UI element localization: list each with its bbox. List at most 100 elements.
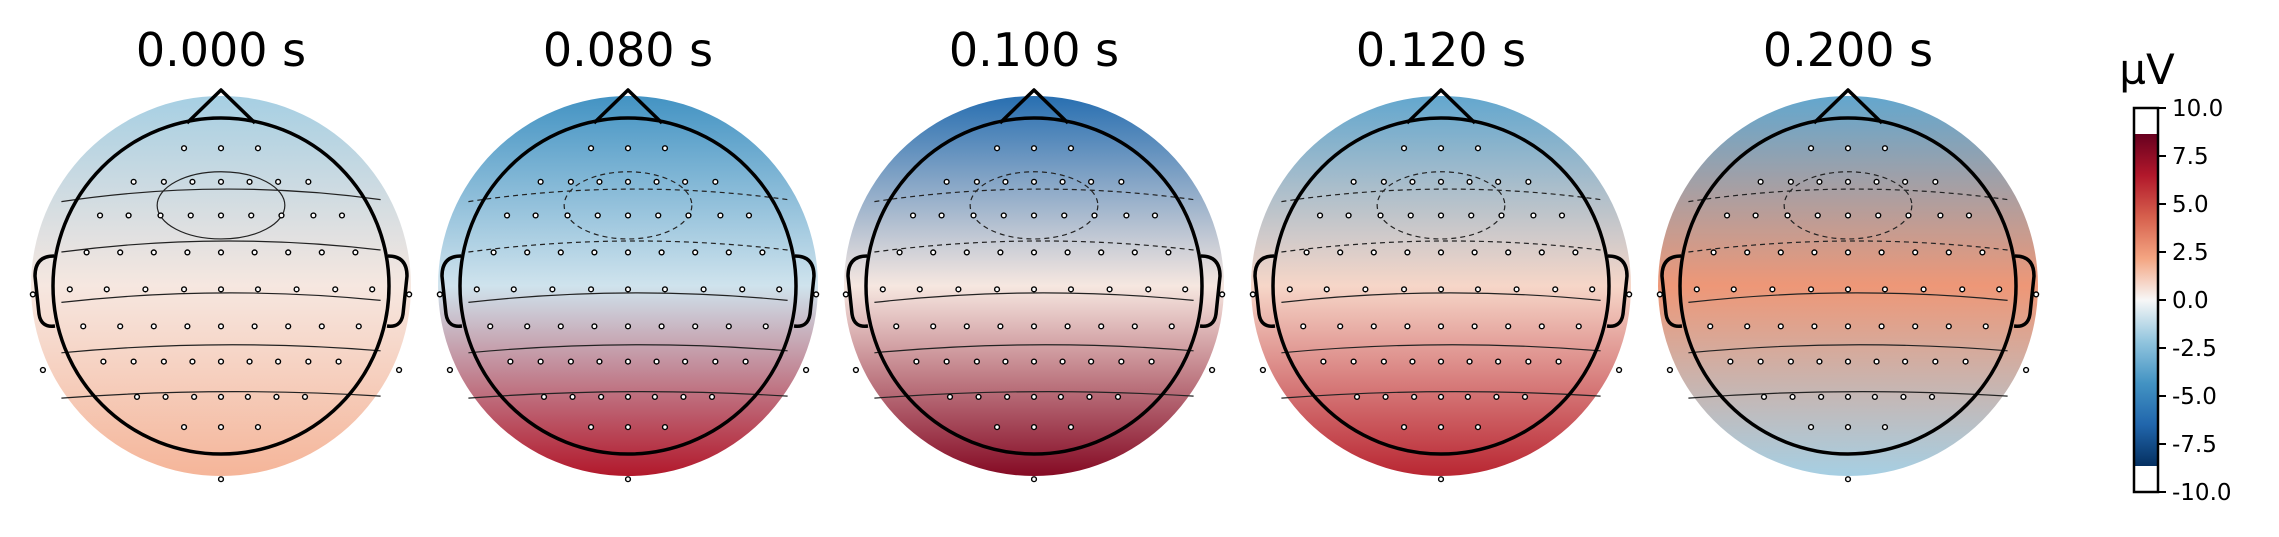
electrode xyxy=(1064,249,1071,256)
electrode xyxy=(1411,393,1418,400)
colorbar: µV 10.0 7.5 5.0 2.5 0.0 -2.5 -5.0 -7.5 -10.0 xyxy=(2119,45,2231,506)
electrode xyxy=(1982,323,1989,330)
electrode xyxy=(96,212,104,219)
electrode xyxy=(1920,286,1927,293)
electrode xyxy=(1350,178,1357,185)
electrode xyxy=(275,358,282,365)
electrode xyxy=(1965,212,1973,219)
scalp-field xyxy=(438,96,818,476)
electrode xyxy=(661,145,669,152)
electrode xyxy=(1902,178,1909,185)
electrode xyxy=(217,286,225,293)
electrode xyxy=(852,366,860,374)
nose xyxy=(185,88,257,125)
scalp-field xyxy=(844,96,1224,476)
electrode xyxy=(842,291,849,298)
contour-line xyxy=(61,391,381,399)
electrode xyxy=(1844,249,1852,256)
electrode xyxy=(1844,476,1852,483)
electrode xyxy=(217,358,225,365)
electrode xyxy=(1881,424,1889,431)
electrode xyxy=(1067,145,1075,152)
right-ear xyxy=(1199,254,1222,328)
electrode xyxy=(993,424,1001,431)
electrode xyxy=(436,291,443,298)
electrode xyxy=(246,358,253,365)
electrode xyxy=(1000,212,1007,219)
electrode xyxy=(587,286,595,293)
contour-lines xyxy=(61,171,381,399)
right-ear xyxy=(793,254,816,328)
electrode xyxy=(1787,178,1794,185)
electrode xyxy=(1468,212,1475,219)
electrode xyxy=(549,286,556,293)
electrode xyxy=(685,212,692,219)
electrode xyxy=(1875,212,1882,219)
electrode xyxy=(742,358,749,365)
electrode xyxy=(1844,145,1852,152)
electrode xyxy=(1538,323,1545,330)
electrode xyxy=(1316,212,1324,219)
electrode xyxy=(1118,358,1125,365)
electrode xyxy=(1656,291,1663,298)
electrode xyxy=(1959,286,1966,293)
panel-title: 0.080 s xyxy=(543,23,713,77)
electrode xyxy=(487,323,494,330)
electrode xyxy=(369,286,376,293)
electrode xyxy=(103,286,110,293)
electrode xyxy=(1002,358,1009,365)
electrode xyxy=(1471,323,1478,330)
electrode xyxy=(1118,178,1125,185)
electrode xyxy=(943,358,950,365)
electrode xyxy=(1498,212,1505,219)
electrodes xyxy=(842,145,1226,483)
electrode xyxy=(80,323,87,330)
electrode xyxy=(1555,358,1562,365)
electrode xyxy=(1004,393,1011,400)
electrode xyxy=(591,249,598,256)
electrode xyxy=(1437,323,1445,330)
contour-line xyxy=(1783,171,1913,240)
electrode xyxy=(1323,286,1330,293)
electrode xyxy=(1370,249,1377,256)
electrode xyxy=(963,323,970,330)
electrode xyxy=(776,286,783,293)
electrode xyxy=(712,358,719,365)
electrode xyxy=(717,212,724,219)
electrode xyxy=(1710,249,1717,256)
electrode xyxy=(1437,358,1445,365)
electrode xyxy=(254,145,262,152)
contour-line xyxy=(1281,292,1601,303)
colorbar-unit-label: µV xyxy=(2119,45,2175,94)
electrode xyxy=(1030,393,1038,400)
contour-line xyxy=(969,171,1099,240)
electrode xyxy=(1881,145,1889,152)
electrode xyxy=(624,393,632,400)
electrode xyxy=(1151,212,1159,219)
electrode xyxy=(540,393,548,400)
electrode xyxy=(217,249,225,256)
electrode xyxy=(507,358,514,365)
electrode xyxy=(1881,286,1889,293)
electrode xyxy=(651,393,658,400)
contour-line xyxy=(468,344,788,354)
electrode xyxy=(1615,366,1623,374)
electrode xyxy=(217,323,225,330)
electrode xyxy=(130,178,137,185)
electrode xyxy=(1030,424,1038,431)
electrode xyxy=(739,286,746,293)
electrode xyxy=(624,145,632,152)
electrode xyxy=(1345,212,1352,219)
electrode xyxy=(1979,249,1986,256)
electrode xyxy=(244,393,251,400)
electrode xyxy=(946,393,954,400)
electrode xyxy=(661,286,669,293)
colorbar-frame xyxy=(2132,106,2160,494)
electrode xyxy=(1106,286,1113,293)
electrode xyxy=(251,249,258,256)
electrode xyxy=(1912,323,1919,330)
electrode xyxy=(318,323,325,330)
electrode xyxy=(1945,323,1952,330)
electrode xyxy=(285,323,292,330)
